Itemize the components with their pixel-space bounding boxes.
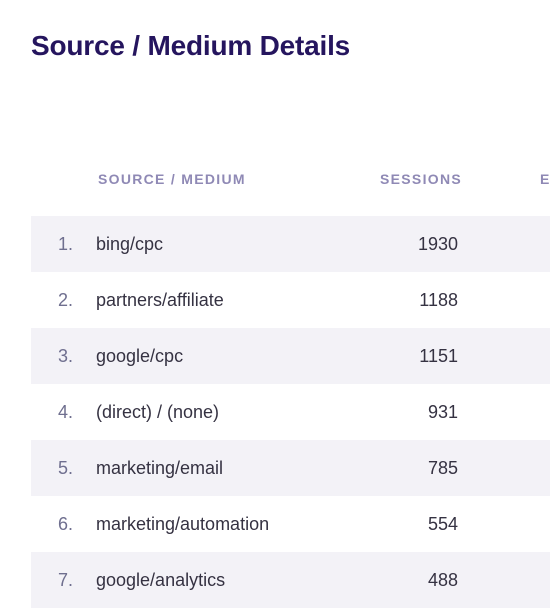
table-header: SOURCE / MEDIUM SESSIONS E bbox=[31, 160, 550, 200]
row-rank: 7. bbox=[57, 570, 73, 590]
page-title: Source / Medium Details bbox=[31, 30, 351, 61]
row-sessions: 1188 bbox=[419, 290, 458, 310]
row-source-medium: google/cpc bbox=[96, 346, 184, 366]
row-source-medium: partners/affiliate bbox=[96, 290, 224, 310]
row-sessions: 1151 bbox=[419, 346, 458, 366]
table-body: 1. bing/cpc 1930 2. partners/affiliate 1… bbox=[31, 216, 550, 608]
row-rank: 6. bbox=[57, 514, 73, 534]
table-row[interactable]: 1. bing/cpc 1930 bbox=[31, 216, 550, 272]
row-rank: 4. bbox=[57, 402, 73, 422]
row-source-medium: marketing/automation bbox=[96, 514, 270, 534]
row-rank: 1. bbox=[57, 234, 73, 254]
row-sessions: 554 bbox=[427, 514, 458, 534]
row-rank: 5. bbox=[57, 458, 73, 478]
table-row[interactable]: 5. marketing/email 785 bbox=[31, 440, 550, 496]
row-sessions: 488 bbox=[427, 570, 458, 590]
table-row[interactable]: 6. marketing/automation 554 bbox=[31, 496, 550, 552]
row-sessions: 785 bbox=[427, 458, 458, 478]
row-source-medium: bing/cpc bbox=[96, 234, 164, 254]
row-rank: 3. bbox=[57, 346, 73, 366]
row-sessions: 931 bbox=[427, 402, 458, 422]
source-medium-table: SOURCE / MEDIUM SESSIONS E 1. bing/cpc 1… bbox=[31, 160, 550, 608]
column-header-sessions[interactable]: SESSIONS bbox=[380, 171, 462, 187]
table-row[interactable]: 2. partners/affiliate 1188 bbox=[31, 272, 550, 328]
column-header-truncated[interactable]: E bbox=[540, 171, 550, 187]
row-source-medium: marketing/email bbox=[96, 458, 224, 478]
row-source-medium: (direct) / (none) bbox=[96, 402, 220, 422]
table-row[interactable]: 7. google/analytics 488 bbox=[31, 552, 550, 608]
row-source-medium: google/analytics bbox=[96, 570, 226, 590]
column-header-source-medium[interactable]: SOURCE / MEDIUM bbox=[98, 171, 246, 187]
table-row[interactable]: 3. google/cpc 1151 bbox=[31, 328, 550, 384]
table-row[interactable]: 4. (direct) / (none) 931 bbox=[31, 384, 550, 440]
row-sessions: 1930 bbox=[417, 234, 458, 254]
row-rank: 2. bbox=[57, 290, 73, 310]
